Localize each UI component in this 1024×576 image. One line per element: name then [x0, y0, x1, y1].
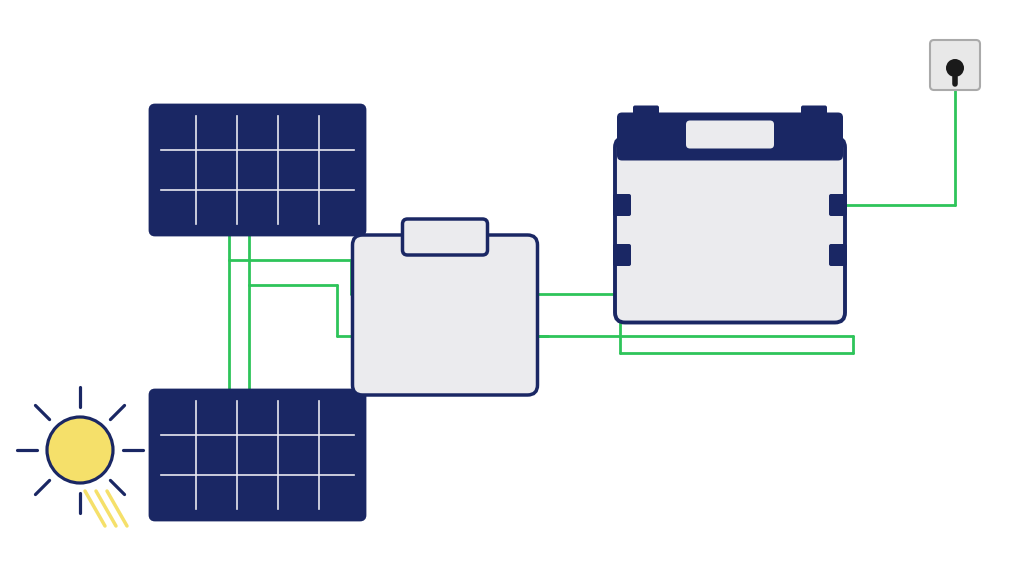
FancyBboxPatch shape: [617, 112, 843, 161]
FancyBboxPatch shape: [402, 219, 487, 255]
FancyBboxPatch shape: [633, 105, 659, 123]
FancyBboxPatch shape: [613, 244, 631, 266]
Circle shape: [47, 417, 113, 483]
FancyBboxPatch shape: [801, 105, 827, 123]
FancyBboxPatch shape: [150, 390, 365, 520]
FancyBboxPatch shape: [829, 194, 847, 216]
FancyBboxPatch shape: [686, 120, 774, 149]
Bar: [413, 237, 477, 252]
FancyBboxPatch shape: [930, 40, 980, 90]
FancyBboxPatch shape: [613, 194, 631, 216]
FancyBboxPatch shape: [829, 244, 847, 266]
FancyBboxPatch shape: [150, 105, 365, 235]
FancyBboxPatch shape: [615, 138, 845, 323]
FancyBboxPatch shape: [352, 235, 538, 395]
Circle shape: [946, 59, 964, 77]
